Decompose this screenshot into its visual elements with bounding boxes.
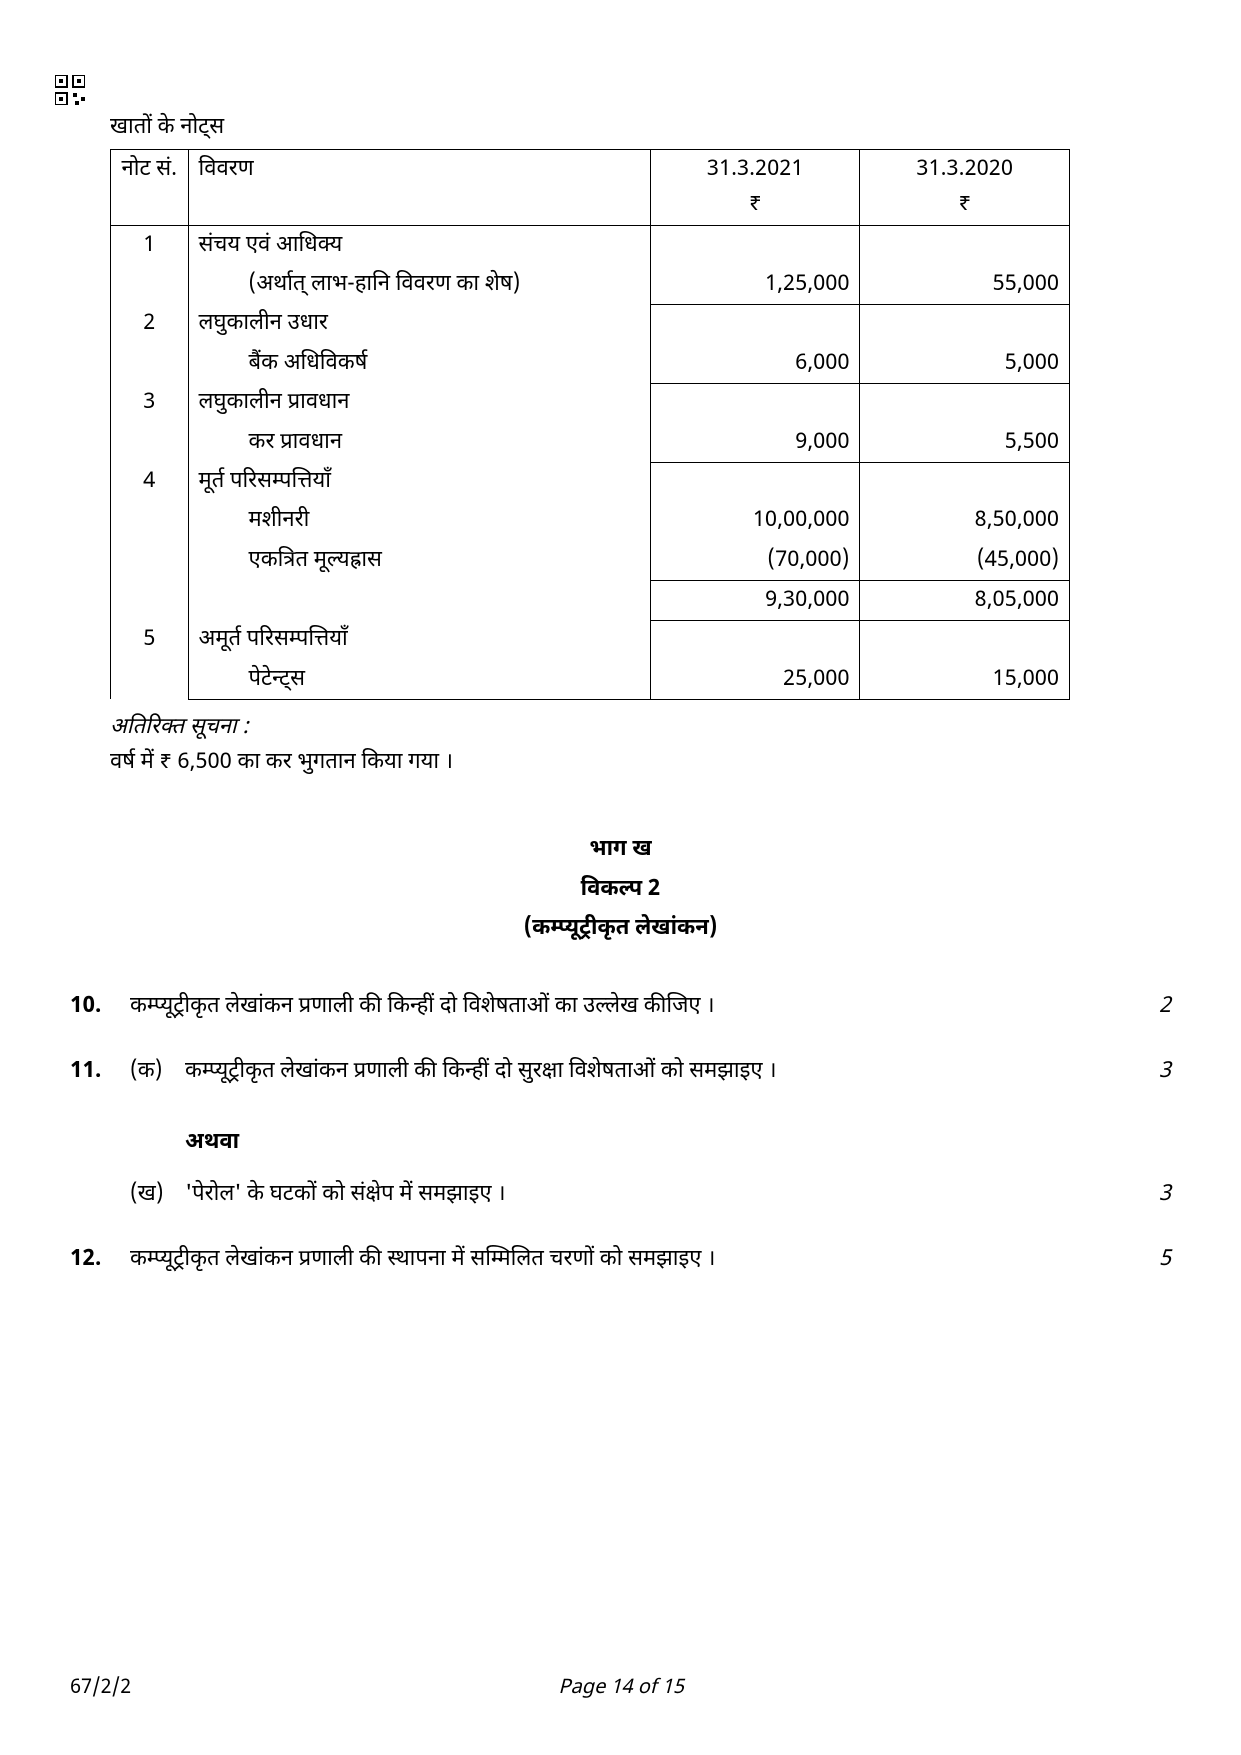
additional-info: अतिरिक्त सूचना : वर्ष में ₹ 6,500 का कर … xyxy=(110,710,1171,780)
th-2020: 31.3.2020₹ xyxy=(860,150,1070,225)
cell-desc: लघुकालीन प्रावधान xyxy=(188,383,650,422)
table-row: पेटेन्ट्स25,00015,000 xyxy=(111,660,1070,700)
cell-desc: मशीनरी xyxy=(188,501,650,540)
questions-block: 10.कम्प्यूट्रीकृत लेखांकन प्रणाली की किन… xyxy=(70,989,1171,1277)
cell-2021: 6,000 xyxy=(650,344,859,384)
table-row: 9,30,0008,05,000 xyxy=(111,580,1070,620)
table-row: 5अमूर्त परिसम्पत्तियाँ xyxy=(111,620,1070,659)
cell-note-no: 3 xyxy=(111,383,189,462)
additional-text: वर्ष में ₹ 6,500 का कर भुगतान किया गया । xyxy=(110,745,1171,780)
table-caption: खातों के नोट्स xyxy=(110,110,1171,145)
cell-2020 xyxy=(860,383,1070,422)
cell-note-no: 2 xyxy=(111,304,189,383)
cell-2021: 9,30,000 xyxy=(650,580,859,620)
question-row: 12.कम्प्यूट्रीकृत लेखांकन प्रणाली की स्थ… xyxy=(70,1242,1171,1277)
table-row: कर प्रावधान9,0005,500 xyxy=(111,423,1070,463)
cell-2021: 1,25,000 xyxy=(650,265,859,305)
question-row: (ख)'पेरोल' के घटकों को संक्षेप में समझाइ… xyxy=(70,1177,1171,1212)
cell-2021 xyxy=(650,462,859,501)
question-number: 10. xyxy=(70,989,130,1024)
th-note-no: नोट सं. xyxy=(111,150,189,225)
cell-desc xyxy=(188,580,650,620)
cell-2020: 8,05,000 xyxy=(860,580,1070,620)
cell-desc: एकत्रित मूल्यह्रास xyxy=(188,541,650,581)
cell-2021: 25,000 xyxy=(650,660,859,700)
table-row: 4मूर्त परिसम्पत्तियाँ xyxy=(111,462,1070,501)
question-number: 11. xyxy=(70,1054,130,1089)
question-text: 'पेरोल' के घटकों को संक्षेप में समझाइए । xyxy=(185,1177,1121,1212)
cell-desc: (अर्थात् लाभ-हानि विवरण का शेष) xyxy=(188,265,650,305)
table-row: एकत्रित मूल्यह्रास(70,000)(45,000) xyxy=(111,541,1070,581)
question-text: कम्प्यूट्रीकृत लेखांकन प्रणाली की किन्ही… xyxy=(130,989,1121,1024)
section-heading: भाग ख विकल्प 2 (कम्प्यूट्रीकृत लेखांकन) xyxy=(70,830,1171,949)
cell-2021 xyxy=(650,620,859,659)
notes-table: नोट सं. विवरण 31.3.2021₹ 31.3.2020₹ 1संच… xyxy=(110,149,1070,700)
or-label: अथवा xyxy=(185,1125,1121,1160)
table-row: (अर्थात् लाभ-हानि विवरण का शेष)1,25,0005… xyxy=(111,265,1070,305)
qr-code-icon xyxy=(55,75,85,105)
cell-2020 xyxy=(860,620,1070,659)
cell-2021: 9,000 xyxy=(650,423,859,463)
cell-2020: 8,50,000 xyxy=(860,501,1070,540)
cell-note-no: 5 xyxy=(111,620,189,699)
cell-note-no: 4 xyxy=(111,462,189,620)
question-sub: (ख) xyxy=(130,1177,185,1212)
question-marks: 2 xyxy=(1121,989,1171,1024)
question-row: अथवा xyxy=(70,1119,1171,1166)
cell-2020: 55,000 xyxy=(860,265,1070,305)
cell-2020 xyxy=(860,304,1070,343)
additional-label: अतिरिक्त सूचना : xyxy=(110,710,1171,745)
table-row: बैंक अधिविकर्ष6,0005,000 xyxy=(111,344,1070,384)
cell-2021 xyxy=(650,225,859,265)
question-row: 10.कम्प्यूट्रीकृत लेखांकन प्रणाली की किन… xyxy=(70,989,1171,1024)
cell-desc: बैंक अधिविकर्ष xyxy=(188,344,650,384)
cell-2021 xyxy=(650,304,859,343)
cell-desc: संचय एवं आधिक्य xyxy=(188,225,650,265)
cell-desc: अमूर्त परिसम्पत्तियाँ xyxy=(188,620,650,659)
question-text: कम्प्यूट्रीकृत लेखांकन प्रणाली की स्थापन… xyxy=(130,1242,1121,1277)
section-option: विकल्प 2 xyxy=(70,870,1171,910)
question-text: कम्प्यूट्रीकृत लेखांकन प्रणाली की किन्ही… xyxy=(185,1054,1121,1089)
cell-2020: 15,000 xyxy=(860,660,1070,700)
table-row: 1संचय एवं आधिक्य xyxy=(111,225,1070,265)
cell-2021 xyxy=(650,383,859,422)
question-marks: 5 xyxy=(1121,1242,1171,1277)
table-row: मशीनरी10,00,0008,50,000 xyxy=(111,501,1070,540)
cell-2021: (70,000) xyxy=(650,541,859,581)
footer-code: 67/2/2 xyxy=(70,1673,131,1705)
th-2021: 31.3.2021₹ xyxy=(650,150,859,225)
table-row: 2लघुकालीन उधार xyxy=(111,304,1070,343)
th-desc: विवरण xyxy=(188,150,650,225)
cell-desc: कर प्रावधान xyxy=(188,423,650,463)
cell-desc: पेटेन्ट्स xyxy=(188,660,650,700)
question-sub: (क) xyxy=(130,1054,185,1089)
question-row: 11.(क)कम्प्यूट्रीकृत लेखांकन प्रणाली की … xyxy=(70,1054,1171,1089)
cell-2020 xyxy=(860,462,1070,501)
question-number: 12. xyxy=(70,1242,130,1277)
cell-2020: 5,500 xyxy=(860,423,1070,463)
cell-2020: (45,000) xyxy=(860,541,1070,581)
cell-desc: लघुकालीन उधार xyxy=(188,304,650,343)
page-footer: 67/2/2 Page 14 of 15 xyxy=(0,1673,1241,1705)
question-marks: 3 xyxy=(1121,1054,1171,1089)
cell-2020: 5,000 xyxy=(860,344,1070,384)
footer-page: Page 14 of 15 xyxy=(558,1673,684,1705)
cell-note-no: 1 xyxy=(111,225,189,304)
cell-2021: 10,00,000 xyxy=(650,501,859,540)
question-marks: 3 xyxy=(1121,1177,1171,1212)
section-title: (कम्प्यूट्रीकृत लेखांकन) xyxy=(70,909,1171,949)
section-part: भाग ख xyxy=(70,830,1171,870)
table-row: 3लघुकालीन प्रावधान xyxy=(111,383,1070,422)
cell-desc: मूर्त परिसम्पत्तियाँ xyxy=(188,462,650,501)
cell-2020 xyxy=(860,225,1070,265)
